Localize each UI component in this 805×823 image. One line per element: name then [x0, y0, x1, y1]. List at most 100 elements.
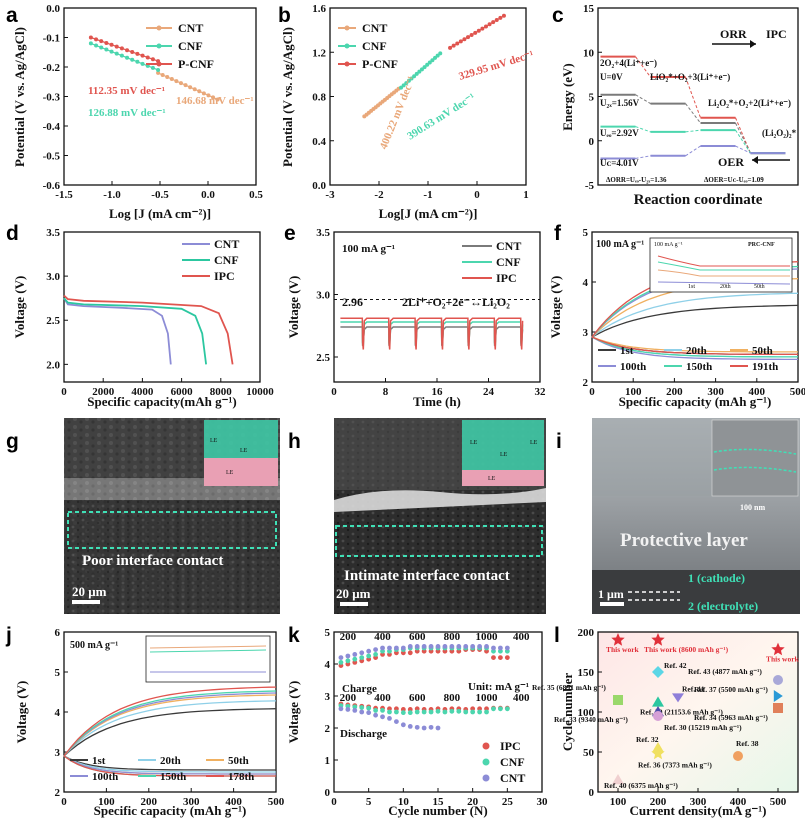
inset-label: 100 mA g⁻¹ — [654, 242, 683, 248]
inset-label: 20th — [720, 284, 731, 290]
annotation: 126.88 mV dec⁻¹ — [88, 107, 166, 119]
chart-l-marks: 100 200 300 400 500 0 50 100 150 200 This work This… — [532, 627, 800, 808]
y-tick-label: -0.1 — [43, 33, 60, 45]
x-tick-label: 5 — [366, 796, 372, 808]
point-label: Ref. 35 (6891 mAh g⁻¹) — [532, 683, 606, 692]
layer-label: 1 (cathode) — [688, 571, 745, 585]
data-point — [435, 644, 441, 649]
data-point — [421, 725, 427, 731]
data-point — [456, 708, 462, 714]
x-tick-label: 200 — [666, 386, 683, 398]
data-point — [352, 704, 358, 710]
x-tick-label: 200 — [141, 796, 158, 808]
panel-label-f: f — [554, 222, 562, 245]
inset-label: LE — [488, 476, 496, 482]
y-tick-label: 50 — [583, 747, 595, 759]
discharge-curve — [591, 336, 798, 353]
data-point — [435, 708, 441, 714]
y-tick-label: 1.2 — [312, 47, 326, 59]
x-tick-label: 500 — [790, 386, 805, 398]
potential-label: U₂ₓ=1.56V — [600, 98, 640, 108]
panel-i: i 100 nm Protective layer 1 (cathode) 2 … — [556, 418, 800, 614]
panel-g: g LE LE LE Poor interface contact 20 μm — [6, 418, 280, 614]
x-tick-label: 0.5 — [249, 189, 263, 201]
y-tick-label: -0.5 — [43, 151, 61, 163]
annotation: ΔORR=Uₑₒ-U₂ₓ=1.36 — [606, 176, 667, 184]
y-axis-label: Energy (eV) — [560, 63, 575, 131]
y-tick-label: -0.4 — [43, 121, 61, 133]
x-tick-label: 100 — [625, 386, 642, 398]
data-point — [373, 647, 378, 652]
x-tick-label: -1 — [423, 189, 432, 201]
y-tick-label: 1.6 — [312, 3, 326, 15]
level-label: Li₂O₂*+O₂+2(Li⁺+e⁻) — [708, 98, 791, 108]
data-point — [428, 644, 434, 649]
rate-annotation: 100 mA g⁻¹ — [342, 243, 395, 255]
data-point — [400, 645, 406, 651]
interface-box — [67, 511, 277, 549]
chart-e-marks: 0 8 16 24 32 3.5 3.0 2.5 — [316, 227, 546, 398]
y-axis-label: Voltage (V) — [14, 681, 29, 744]
data-point — [491, 706, 496, 712]
data-point — [504, 645, 510, 651]
rate-label: 400 — [513, 692, 530, 704]
image-caption: Protective layer — [620, 530, 748, 551]
annotation-ipc: IPC — [766, 27, 787, 41]
y-tick-label: -0.6 — [43, 180, 61, 192]
panel-label-b: b — [278, 4, 291, 27]
x-tick-label: 200 — [650, 796, 667, 808]
scale-bar-label: 20 μm — [72, 584, 107, 599]
point-label: Ref. 36 (7373 mAh g⁻¹) — [638, 761, 712, 770]
chart-b-marks: -3 -2 -1 0 1 1.6 1.2 0.8 0.4 0.0 — [312, 3, 529, 201]
y-tick-label: -5 — [585, 180, 595, 192]
x-axis-label: Specific capacity (mAh g⁻¹) — [619, 394, 772, 409]
panel-label-g: g — [6, 430, 19, 453]
energy-link — [685, 145, 701, 157]
y-tick-label: -0.3 — [43, 92, 61, 104]
panel-label-h: h — [288, 430, 301, 453]
legend-label: CNF — [496, 255, 521, 269]
y-tick-label: 0 — [325, 787, 331, 799]
y-tick-label: 3.5 — [316, 227, 330, 239]
rate-label: 800 — [444, 631, 461, 643]
discharge-curve — [63, 755, 276, 777]
x-tick-label: 1 — [523, 189, 529, 201]
data-point — [456, 644, 462, 649]
rate-label: 800 — [444, 692, 461, 704]
data-point — [352, 708, 358, 713]
orr-arrow-head — [750, 40, 756, 48]
potential-label: Uₑₒ=2.92V — [600, 128, 639, 138]
data-point — [504, 655, 510, 660]
x-tick-label: 400 — [225, 796, 242, 808]
x-axis-label: Log [J (mA cm⁻²)] — [109, 206, 211, 221]
legend: CNT CNF P-CNF — [146, 21, 214, 71]
data-point — [498, 645, 503, 651]
data-point — [366, 705, 372, 711]
plot-frame — [591, 231, 799, 383]
y-tick-label: 150 — [578, 667, 595, 679]
fit-line — [157, 72, 218, 100]
legend-label: P-CNF — [178, 57, 214, 71]
data-point — [387, 709, 392, 715]
image-caption: Poor interface contact — [82, 553, 223, 569]
rate-annotation: 500 mA g⁻¹ — [70, 640, 118, 651]
x-tick-label: -3 — [325, 189, 335, 201]
data-point — [407, 710, 413, 716]
point-label: Ref. 33 (9340 mAh g⁻¹) — [554, 715, 628, 724]
x-tick-label: 500 — [770, 796, 787, 808]
data-point — [366, 710, 372, 716]
y-axis-label: Potential (V vs. Ag/AgCl) — [12, 27, 27, 167]
panel-k: k 0 5 10 15 20 25 30 0 1 2 3 4 5 200 400 600 800 1000 400… — [286, 624, 548, 818]
data-point — [373, 652, 378, 657]
legend: 1st 20th 50th 100th 150th 191th — [598, 345, 778, 373]
data-point — [400, 710, 406, 716]
x-tick-label: 8 — [383, 386, 389, 398]
panel-a: a -1.5 -1.0 -0.5 0.0 0.50.0-0.1-0.2-0.3-0.4-… — [6, 3, 263, 221]
charge-curve — [63, 708, 277, 757]
panel-b: b -3 -2 -1 0 11.61.20.80.40.0 CNT CNF P-CNF … — [278, 3, 535, 221]
data-point — [652, 666, 664, 678]
inset-label: LE — [470, 440, 478, 446]
x-tick-label: 400 — [730, 796, 747, 808]
point-label: This work — [606, 645, 640, 654]
energy-link — [685, 129, 701, 133]
